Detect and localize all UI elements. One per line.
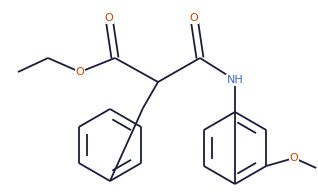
- Text: O: O: [190, 13, 198, 23]
- Text: O: O: [76, 67, 84, 77]
- Text: O: O: [290, 153, 299, 163]
- Text: NH: NH: [227, 75, 243, 85]
- Text: O: O: [105, 13, 114, 23]
